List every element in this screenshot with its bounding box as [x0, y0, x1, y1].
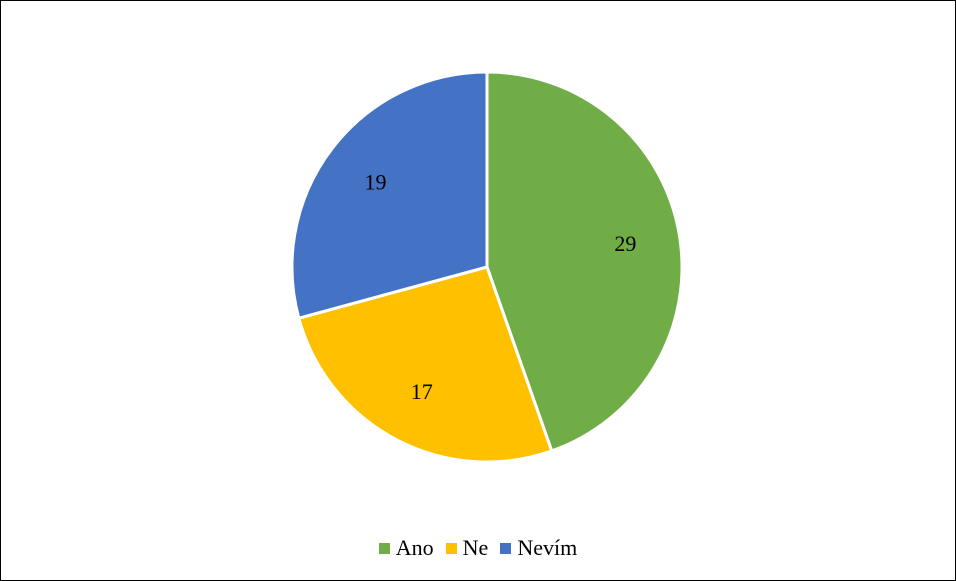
legend-swatch-ano	[378, 542, 390, 554]
legend-item-ano: Ano	[378, 535, 434, 561]
pie-slice-nevim	[290, 70, 489, 321]
legend-label-ne: Ne	[462, 535, 489, 560]
data-label-ano: 29	[614, 231, 636, 256]
legend-label-ano: Ano	[395, 535, 434, 560]
data-label-ne: 17	[411, 379, 433, 404]
legend-swatch-ne	[445, 542, 457, 554]
legend-item-ne: Ne	[445, 535, 489, 561]
pie-slice-ne	[297, 265, 554, 464]
legend-swatch-nevim	[500, 542, 512, 554]
pie-slice-ano	[485, 70, 684, 453]
legend-item-nevim: Nevím	[500, 535, 577, 561]
legend: Ano Ne Nevím	[0, 535, 956, 561]
legend-label-nevim: Nevím	[517, 535, 578, 560]
data-label-nevim: 19	[364, 169, 386, 194]
